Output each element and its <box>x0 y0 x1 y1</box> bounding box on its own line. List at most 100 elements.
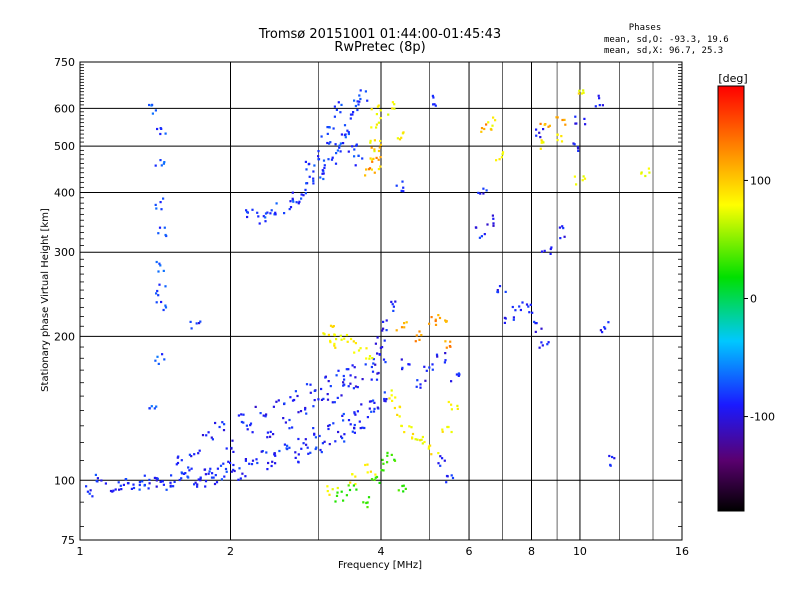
data-point <box>332 325 335 328</box>
data-point <box>199 476 202 479</box>
data-point <box>195 322 198 325</box>
data-point <box>340 435 343 438</box>
data-point <box>193 483 196 486</box>
data-point <box>394 300 397 303</box>
data-point <box>297 437 300 441</box>
data-point <box>326 398 330 401</box>
data-point <box>556 133 559 136</box>
data-point <box>371 357 374 360</box>
data-point <box>155 207 158 210</box>
data-point <box>283 443 286 446</box>
data-point <box>169 484 172 487</box>
data-point <box>434 319 437 323</box>
data-point <box>269 212 272 215</box>
data-point <box>450 474 453 477</box>
data-point <box>335 374 338 377</box>
data-point <box>486 223 489 226</box>
data-point <box>245 424 248 427</box>
data-point <box>336 486 339 490</box>
data-point <box>560 135 563 138</box>
data-point <box>305 383 309 386</box>
data-point <box>480 235 483 238</box>
data-point <box>379 139 382 143</box>
data-point <box>353 155 356 158</box>
data-point <box>327 158 330 161</box>
data-point <box>317 398 320 401</box>
data-point <box>543 123 546 126</box>
data-point <box>483 127 486 131</box>
data-point <box>383 339 386 342</box>
data-point <box>312 427 315 430</box>
data-point <box>361 157 364 160</box>
data-point <box>353 366 356 369</box>
data-point <box>321 172 324 175</box>
data-point <box>126 482 130 485</box>
data-point <box>377 121 380 124</box>
data-point <box>420 334 423 337</box>
data-point <box>291 399 295 402</box>
colorbar-tick-label: 100 <box>750 174 771 187</box>
data-point <box>372 399 375 402</box>
data-point <box>237 414 240 417</box>
data-point <box>427 447 430 450</box>
data-point <box>312 179 315 182</box>
data-point <box>418 338 421 341</box>
data-point <box>365 168 368 171</box>
data-point <box>345 494 348 497</box>
data-point <box>370 378 373 381</box>
data-point <box>396 413 399 416</box>
data-point <box>246 428 249 431</box>
data-point <box>369 139 372 142</box>
data-point <box>366 506 369 509</box>
data-point <box>308 162 311 165</box>
data-point <box>327 380 330 383</box>
data-point <box>503 316 506 319</box>
data-point <box>343 378 346 381</box>
data-point <box>162 308 165 312</box>
data-point <box>430 453 433 456</box>
data-point <box>157 362 160 365</box>
data-point <box>640 171 643 174</box>
data-point <box>370 108 373 111</box>
data-point <box>156 355 159 358</box>
data-point <box>307 452 310 455</box>
data-point <box>437 314 440 317</box>
data-point <box>208 470 211 473</box>
data-point <box>559 237 562 240</box>
data-point <box>402 186 405 189</box>
data-point <box>495 159 498 162</box>
data-point <box>381 329 384 332</box>
data-point <box>403 322 406 325</box>
data-point <box>112 489 115 492</box>
data-point <box>288 427 291 430</box>
data-point <box>441 457 444 460</box>
y-tick-label: 400 <box>54 186 75 199</box>
data-point <box>354 104 357 108</box>
data-point <box>221 421 224 424</box>
data-point <box>88 492 91 495</box>
data-point <box>539 136 542 139</box>
data-point <box>491 214 494 217</box>
data-point <box>342 381 345 384</box>
x-axis-title: Frequency [MHz] <box>338 560 422 571</box>
data-point <box>330 158 334 161</box>
data-point <box>294 456 297 459</box>
data-point <box>158 283 161 286</box>
data-point <box>347 419 351 422</box>
data-point <box>163 226 166 229</box>
data-point <box>543 249 546 252</box>
data-point <box>370 146 373 149</box>
data-point <box>377 168 380 171</box>
data-point <box>198 449 201 452</box>
data-point <box>196 483 199 486</box>
data-point <box>444 340 447 343</box>
data-point <box>322 397 325 400</box>
data-point <box>164 132 167 135</box>
data-point <box>313 432 316 435</box>
data-point <box>326 141 329 145</box>
data-point <box>151 112 154 115</box>
data-point <box>385 329 388 332</box>
data-point <box>188 453 191 456</box>
data-point <box>219 464 223 467</box>
data-point <box>162 197 165 200</box>
